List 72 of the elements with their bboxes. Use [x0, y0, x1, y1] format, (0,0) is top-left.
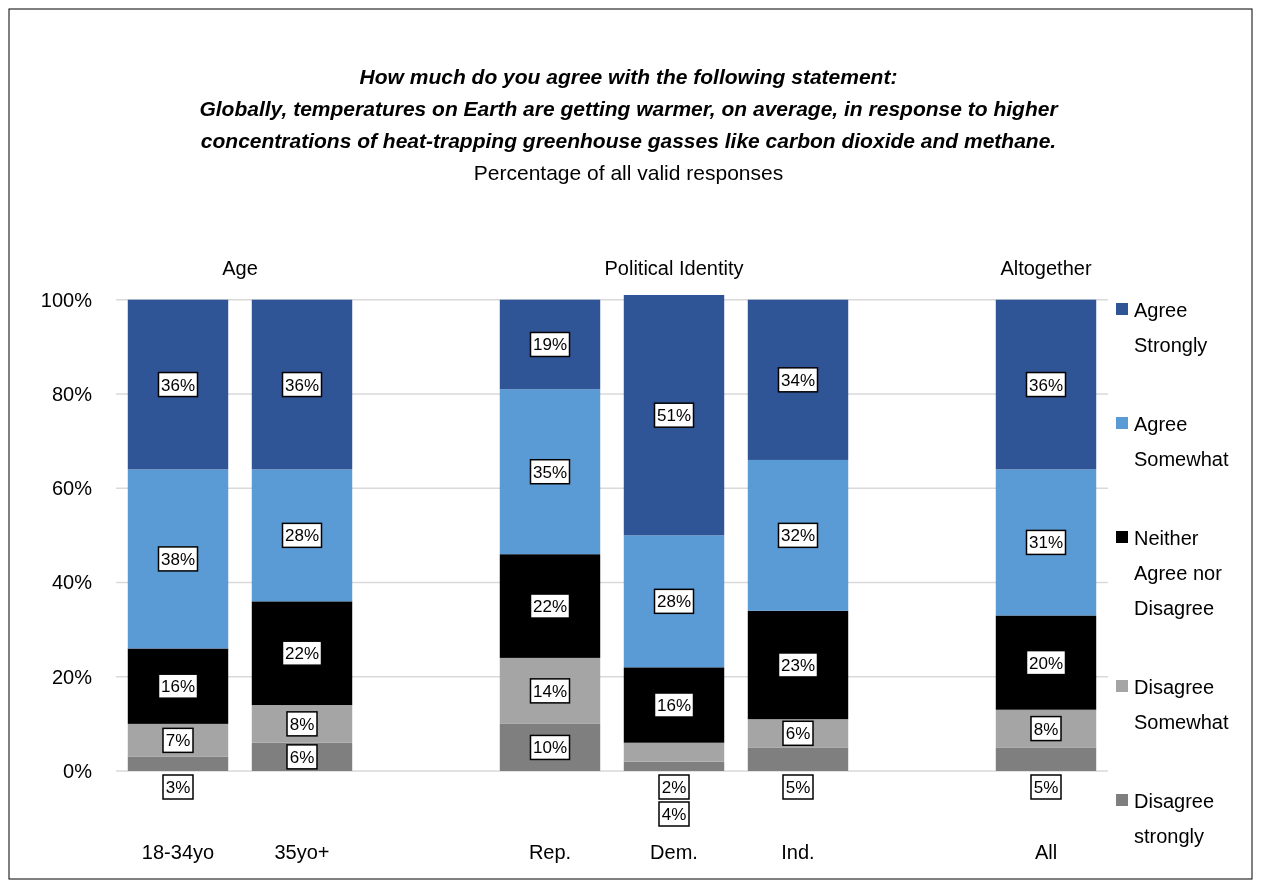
chart-subtitle: Percentage of all valid responses [473, 161, 784, 184]
x-tick-label: 18-34yo [141, 841, 215, 863]
text: Political Identity [604, 257, 744, 279]
x-tick-label: All [1034, 841, 1058, 863]
data-label: 16% [160, 677, 196, 697]
legend-label: Disagree strongly [1134, 790, 1215, 847]
bar [995, 299, 1097, 470]
data-label: 6% [785, 724, 811, 744]
bar [623, 761, 725, 771]
legend-label: Agree Somewhat [1134, 413, 1229, 470]
bar [251, 469, 353, 602]
bar [995, 469, 1097, 616]
data-label: 35% [532, 462, 568, 482]
data-label: 36% [1028, 375, 1064, 395]
legend-label: Agree Strongly [1134, 299, 1208, 356]
bar [499, 554, 601, 658]
bar [499, 389, 601, 555]
data-label: 28% [656, 592, 692, 612]
data-label: 5% [785, 778, 811, 797]
data-label: 10% [532, 738, 568, 758]
x-tick-label: Rep. [528, 841, 572, 863]
data-label: 8% [1033, 719, 1059, 739]
data-label: 38% [160, 549, 196, 569]
bar [623, 295, 725, 536]
legend-label: Neither Agree nor Disagree [1134, 527, 1223, 619]
data-label: 7% [165, 731, 191, 751]
text: Altogether [1000, 257, 1092, 279]
bar [747, 459, 849, 611]
y-tick-label: 0% [63, 760, 93, 782]
y-tick-label: 40% [51, 571, 93, 594]
data-label: 8% [289, 714, 315, 734]
data-label: 5% [1033, 778, 1059, 797]
bar [623, 535, 725, 668]
data-label: 6% [289, 747, 315, 767]
bar [995, 615, 1097, 710]
data-label: 4% [661, 805, 687, 824]
y-tick-label: 20% [51, 665, 93, 688]
bar [127, 299, 229, 470]
bar [747, 747, 849, 771]
data-label: 34% [780, 370, 816, 390]
data-label: 2% [661, 778, 687, 797]
data-label: 36% [160, 375, 196, 395]
x-tick-label: 35yo+ [274, 841, 330, 863]
data-label: 31% [1028, 533, 1064, 553]
data-label: 32% [780, 526, 816, 546]
data-label: 51% [656, 406, 692, 426]
data-label: 22% [284, 644, 320, 664]
x-tick-label: Dem. [650, 841, 698, 863]
bar [747, 610, 849, 720]
bar [995, 747, 1097, 771]
data-label: 22% [532, 597, 568, 617]
data-label: 16% [656, 696, 692, 716]
y-tick-label: 100% [40, 288, 93, 311]
bar [747, 299, 849, 460]
data-label: 36% [284, 375, 320, 395]
legend-label: Disagree Somewhat [1134, 676, 1229, 733]
bar [251, 601, 353, 706]
y-tick-label: 60% [51, 477, 93, 500]
data-label: 28% [284, 526, 320, 546]
bar [127, 756, 229, 771]
bar [251, 299, 353, 470]
data-label: 23% [780, 655, 816, 675]
y-tick-label: 80% [51, 382, 93, 405]
data-label: 14% [532, 681, 568, 701]
chart-title: How much do you agree with the following statement: Globally, temperatures on Earth are getting warmer, on average, in response to higher concentrations of heat-trapping greenhouse gasses like carbon dioxide and methane. [199, 65, 1060, 152]
bar [127, 469, 229, 649]
data-label: 20% [1028, 653, 1064, 673]
data-label: 19% [532, 335, 568, 355]
bar [623, 742, 725, 762]
data-label: 3% [165, 778, 191, 797]
x-tick-label: Ind. [781, 841, 815, 863]
text: Age [222, 257, 258, 279]
